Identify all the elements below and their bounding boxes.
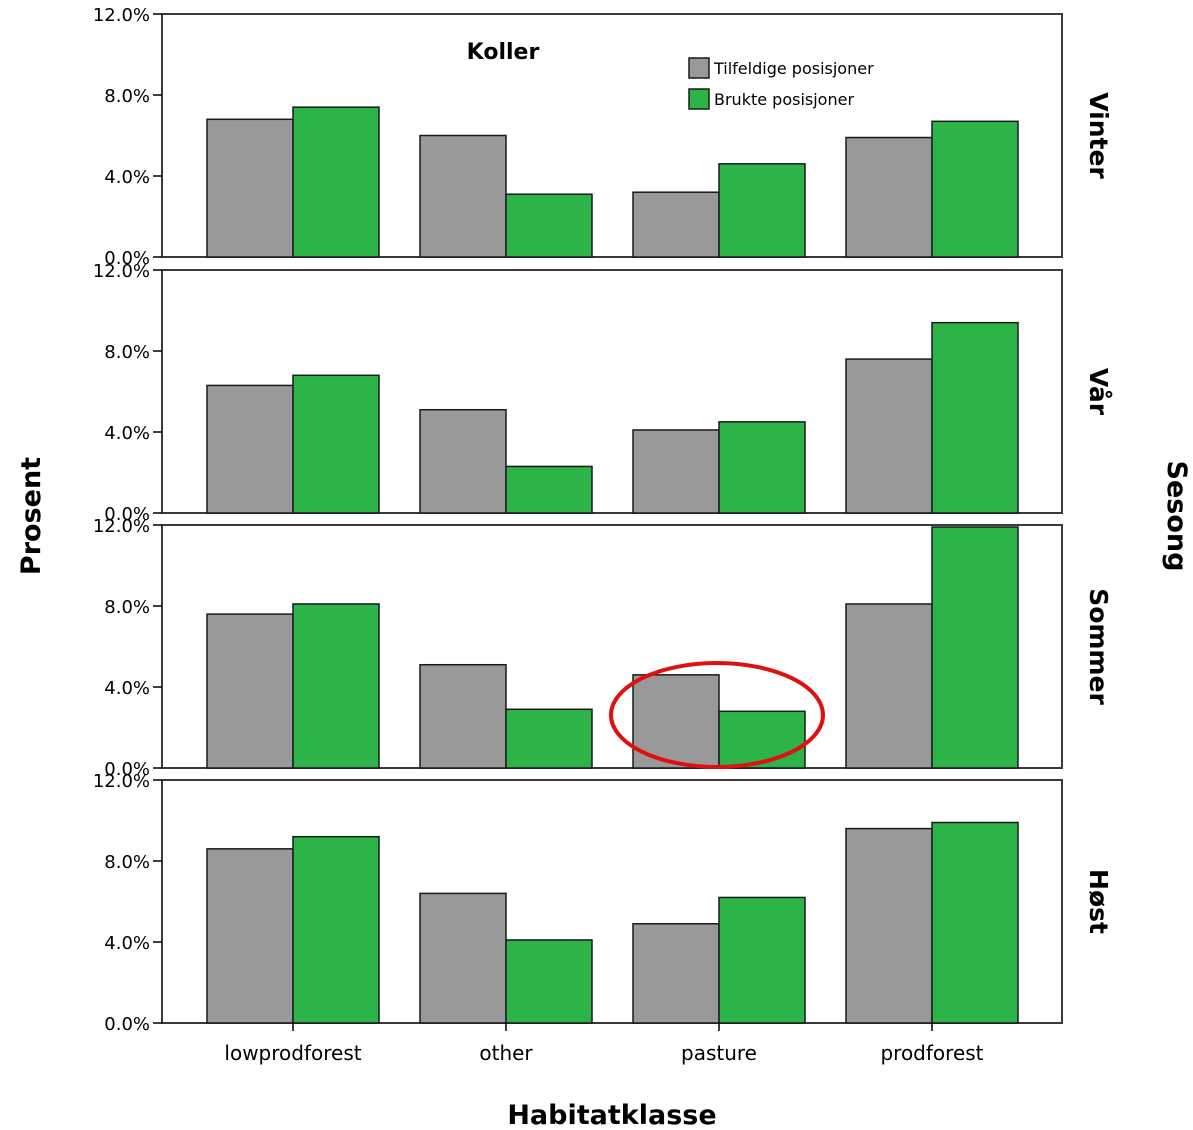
y-tick-label: 8.0% <box>104 86 150 107</box>
legend-swatch <box>688 88 710 110</box>
bar-vinter-pasture-s2 <box>718 163 806 258</box>
bar-vår-prodforest-s1 <box>845 358 933 514</box>
y-tick-label: 8.0% <box>104 852 150 873</box>
x-tick-label: pasture <box>681 1041 757 1065</box>
bar-vinter-other-s2 <box>505 193 593 258</box>
panel-vinter: 0.0% 4.0% 8.0% 12.0% Vinter <box>93 5 1113 269</box>
bar-vår-prodforest-s2 <box>931 321 1019 514</box>
x-tick-label: other <box>479 1041 533 1065</box>
x-tick-label: lowprodforest <box>224 1041 361 1065</box>
bar-høst-lowprodforest-s2 <box>292 835 380 1024</box>
y-tick-label: 0.0% <box>104 1014 150 1035</box>
panel-label: Sommer <box>1084 588 1113 705</box>
bar-høst-other-s2 <box>505 939 593 1024</box>
bar-høst-lowprodforest-s1 <box>206 848 294 1024</box>
bar-høst-prodforest-s1 <box>845 827 933 1024</box>
legend-label: Tilfeldige posisjoner <box>713 59 874 78</box>
y-tick-label: 0.0% <box>104 248 150 269</box>
bar-høst-other-s1 <box>419 892 507 1024</box>
bar-sommer-pasture-s2 <box>718 710 806 769</box>
legend-label: Brukte posisjoner <box>714 90 854 109</box>
y-tick-label: 8.0% <box>104 342 150 363</box>
y-tick-label: 0.0% <box>104 504 150 525</box>
legend: Tilfeldige posisjoner Brukte posisjoner <box>688 57 874 110</box>
bar-sommer-lowprodforest-s2 <box>292 603 380 769</box>
bar-vinter-prodforest-s2 <box>931 120 1019 258</box>
bar-vår-lowprodforest-s1 <box>206 384 294 514</box>
y-tick-label: 4.0% <box>104 678 150 699</box>
highlight-ellipse <box>609 661 825 769</box>
bar-vår-lowprodforest-s2 <box>292 374 380 514</box>
panel-label: Vår <box>1084 368 1113 416</box>
bar-vår-pasture-s2 <box>718 421 806 514</box>
panels-layer: 0.0% 4.0% 8.0% 12.0% Vinter 0.0% 4.0% 8.0% 12.0%… <box>93 5 1113 1065</box>
y-tick-label: 8.0% <box>104 597 150 618</box>
chart-title: Koller <box>467 40 540 65</box>
bar-sommer-prodforest-s2 <box>931 526 1019 769</box>
bar-vår-pasture-s1 <box>632 429 720 514</box>
bar-vår-other-s2 <box>505 465 593 514</box>
bar-høst-pasture-s2 <box>718 896 806 1024</box>
bar-sommer-prodforest-s1 <box>845 603 933 769</box>
bar-sommer-other-s2 <box>505 708 593 769</box>
annotation-layer <box>609 661 825 769</box>
bar-sommer-lowprodforest-s1 <box>206 613 294 769</box>
legend-swatch <box>688 57 710 79</box>
bar-vinter-lowprodforest-s2 <box>292 106 380 258</box>
bar-vinter-other-s1 <box>419 134 507 258</box>
x-axis-title: Habitatklasse <box>507 1100 716 1130</box>
y-tick-label: 4.0% <box>104 167 150 188</box>
panel-høst: 0.0% 4.0% 8.0% 12.0% Høst <box>93 771 1113 1035</box>
panel-vår: 0.0% 4.0% 8.0% 12.0% Vår <box>93 261 1113 525</box>
bar-vinter-prodforest-s1 <box>845 136 933 258</box>
bar-høst-pasture-s1 <box>632 923 720 1024</box>
panel-label: Vinter <box>1084 92 1113 179</box>
bar-vinter-pasture-s1 <box>632 191 720 258</box>
y-tick-label: 0.0% <box>104 759 150 780</box>
y-tick-label: 4.0% <box>104 423 150 444</box>
y-tick-label: 12.0% <box>93 5 150 26</box>
y-tick-label: 12.0% <box>93 261 150 282</box>
bar-sommer-other-s1 <box>419 663 507 769</box>
panel-sommer: 0.0% 4.0% 8.0% 12.0% Sommer <box>93 516 1113 780</box>
y-axis-title: Prosent <box>16 457 47 575</box>
bar-vår-other-s1 <box>419 408 507 514</box>
y-tick-label: 12.0% <box>93 516 150 537</box>
facet-title: Sesong <box>1161 461 1192 572</box>
y-tick-label: 4.0% <box>104 933 150 954</box>
x-tick-label: prodforest <box>880 1041 983 1065</box>
panel-label: Høst <box>1084 869 1113 934</box>
bar-høst-prodforest-s2 <box>931 821 1019 1024</box>
bar-vinter-lowprodforest-s1 <box>206 118 294 258</box>
y-tick-label: 12.0% <box>93 771 150 792</box>
